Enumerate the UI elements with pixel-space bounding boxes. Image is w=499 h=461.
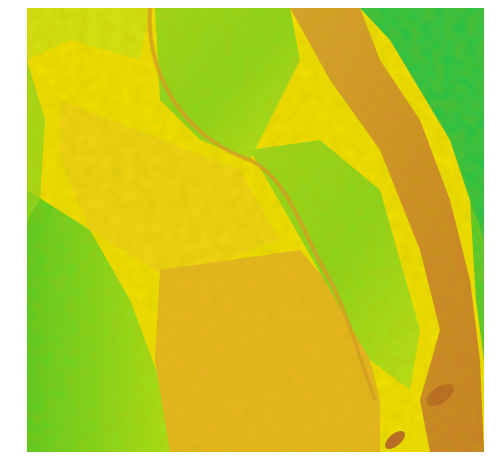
raster — [27, 8, 484, 452]
texture — [27, 8, 484, 452]
